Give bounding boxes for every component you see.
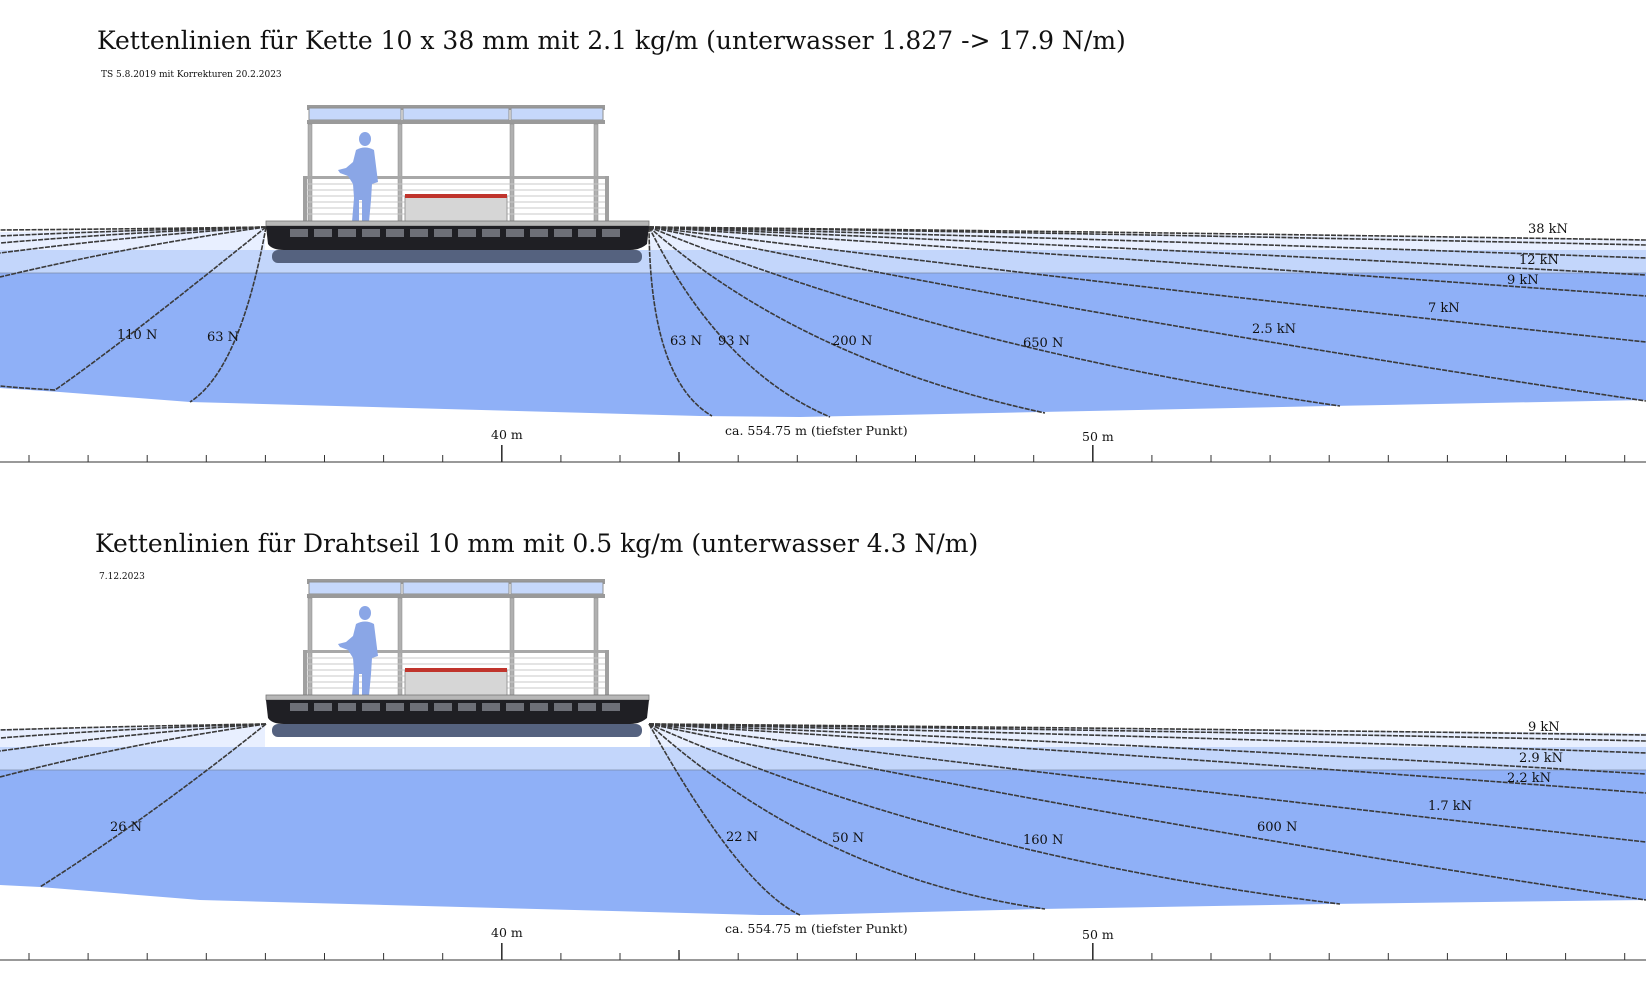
panel-subtitle: TS 5.8.2019 mit Korrekturen 20.2.2023: [101, 70, 282, 80]
water-deep-area: [0, 273, 1646, 417]
axis-label: 40 m: [491, 925, 523, 940]
rope-label: 9 kN: [1507, 273, 1539, 288]
deepest-point-note: ca. 554.75 m (tiefster Punkt): [725, 423, 908, 438]
rope-label: 63 N: [670, 334, 702, 349]
rope-label: 2.9 kN: [1519, 751, 1563, 766]
panel-title: Kettenlinien für Drahtseil 10 mm mit 0.5…: [95, 529, 978, 558]
rope-label: 63 N: [207, 330, 239, 345]
rope-label: 12 kN: [1519, 253, 1559, 268]
rope-label: 160 N: [1023, 833, 1063, 848]
rope-label: 200 N: [832, 334, 872, 349]
pontoon-boat-icon: [265, 104, 650, 264]
rope-label: 38 kN: [1528, 222, 1568, 237]
rope-label: 7 kN: [1428, 301, 1460, 316]
pontoon-boat-icon: [265, 578, 650, 738]
axis-label: 50 m: [1082, 429, 1114, 444]
left-ropes: [0, 723, 267, 888]
rope-label: 110 N: [117, 328, 157, 343]
rope-label: 1.7 kN: [1428, 799, 1472, 814]
rope-label: 600 N: [1257, 820, 1297, 835]
rope-label: 2.2 kN: [1507, 771, 1551, 786]
panel-wire-rope: Kettenlinien für Drahtseil 10 mm mit 0.5…: [0, 529, 1646, 961]
distance-ruler: [0, 445, 1646, 463]
axis-label: 50 m: [1082, 927, 1114, 942]
left-ropes: [0, 226, 267, 403]
panel-subtitle: 7.12.2023: [99, 572, 145, 582]
right-ropes: [648, 226, 1646, 418]
panel-chain: Kettenlinien für Kette 10 x 38 mm mit 2.…: [0, 26, 1646, 463]
rope-label: 650 N: [1023, 336, 1063, 351]
rope-label: 22 N: [726, 830, 758, 845]
rope-label: 2.5 kN: [1252, 322, 1296, 337]
rope-label: 9 kN: [1528, 720, 1560, 735]
right-ropes: [648, 723, 1646, 916]
axis-label: 40 m: [491, 427, 523, 442]
distance-ruler: [0, 943, 1646, 961]
rope-label: 26 N: [110, 820, 142, 835]
deepest-point-note: ca. 554.75 m (tiefster Punkt): [725, 921, 908, 936]
rope-label: 93 N: [718, 334, 750, 349]
rope-label: 50 N: [832, 831, 864, 846]
panel-title: Kettenlinien für Kette 10 x 38 mm mit 2.…: [97, 26, 1126, 55]
